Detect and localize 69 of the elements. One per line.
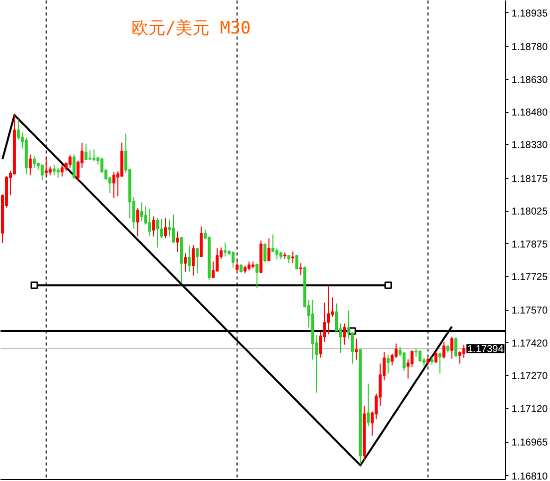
candlestick [263,243,266,263]
candlestick [68,154,72,168]
candlestick [188,245,191,272]
text: 欧元/美元 M30 [132,18,251,38]
candlestick [342,323,346,346]
candlestick [176,230,179,253]
y-tick-label: 1.18330 [512,140,548,152]
y-tick-label: 1.17270 [512,371,548,382]
candlestick [295,254,298,270]
candlestick [386,354,390,374]
candlestick [438,352,442,374]
candlestick [394,343,398,358]
candlestick [248,260,251,272]
candlestick [267,238,270,262]
y-tick-label: 1.18780 [512,42,548,54]
y-tick-label: 1.17120 [512,404,548,415]
candlestick [56,167,60,178]
candlestick [299,262,302,276]
candlestick [236,260,239,274]
candlestick [275,248,278,260]
candlestick [164,218,168,239]
y-tick-label: 1.17570 [512,306,548,317]
y-tick-label: 1.16965 [512,438,548,449]
candlestick [271,234,274,252]
candlestick [16,118,20,140]
y-tick-label: 1.18025 [512,206,548,218]
candlestick [196,248,199,274]
candlestick [84,143,88,160]
candlestick [442,341,446,360]
candlestick [52,164,56,176]
candlestick [148,208,152,236]
candlestick [224,242,227,257]
candlestick [410,350,414,368]
y-tick-label: 1.17420 [512,338,548,350]
y-tick-label: 1.17725 [512,272,548,283]
y-tick-label: 1.18935 [512,8,548,20]
candlestick [32,156,36,168]
candlestick [136,208,140,237]
candlestick [354,338,358,360]
candlestick [156,218,160,248]
candlestick [350,332,354,364]
candlestick [366,383,370,427]
y-tick-label: 1.16810 [512,471,548,481]
candlestick [232,250,235,268]
y-tick-label: 1.18630 [512,74,548,86]
candlestick [44,158,48,176]
y-tick-label: 1.18480 [512,108,548,119]
y-tick-label: 1.17875 [512,239,548,250]
candlestick [112,171,116,199]
candlestick [255,264,258,289]
candlestick [172,214,175,244]
candlestick [450,336,454,360]
candlestick [192,244,195,276]
candlestick [200,226,203,258]
candlestick [434,350,438,364]
candlestick [140,202,144,222]
candlestick [92,148,96,162]
candlestick [72,154,76,180]
y-tick-label: 1.18175 [512,174,548,185]
candlestick [160,218,164,239]
candlestick [402,351,406,372]
candlestick [28,154,32,176]
candlestick [152,216,156,237]
candlestick [327,286,330,335]
ref-line-label: 1.17394 [467,344,504,356]
candlestick [454,336,458,357]
candlestick [291,250,294,264]
candlestick [60,164,64,178]
candlestick [184,252,187,272]
